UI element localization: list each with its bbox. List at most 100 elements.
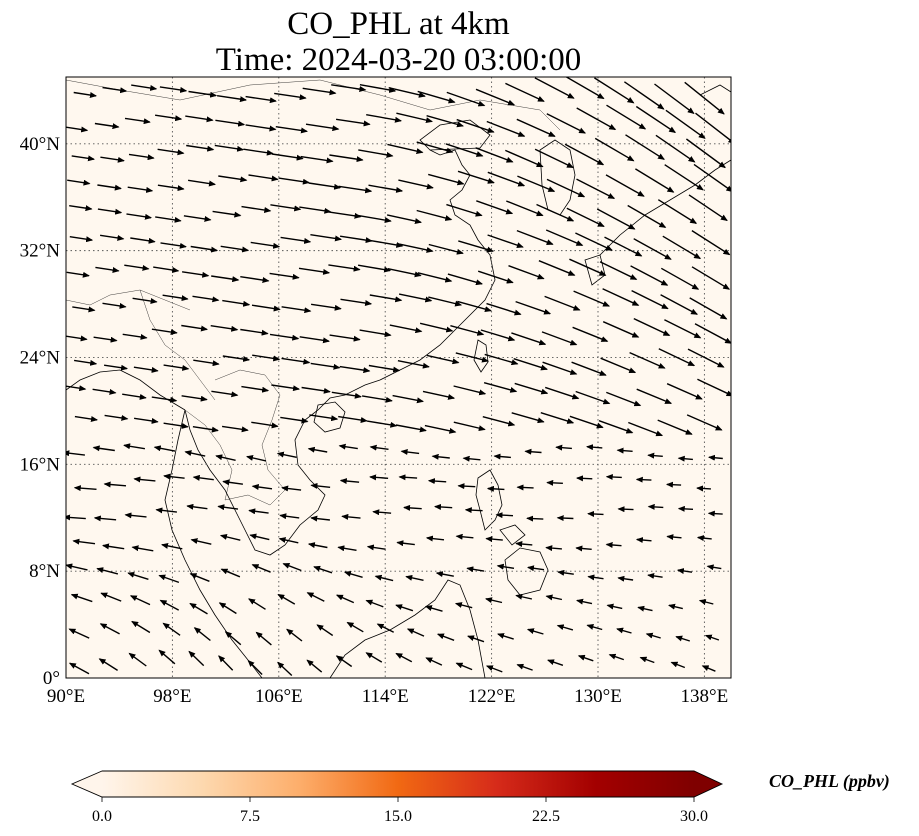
wind-vector	[453, 385, 487, 396]
wind-vector	[569, 258, 607, 276]
wind-vector	[129, 595, 151, 606]
wind-vector	[187, 179, 216, 187]
wind-vector	[122, 333, 148, 340]
wind-vector	[395, 424, 427, 433]
wind-vector	[153, 445, 176, 452]
wind-vector	[647, 572, 663, 579]
taiwan-island	[473, 339, 489, 373]
wind-vector	[694, 323, 731, 344]
wind-vector	[159, 599, 180, 611]
wind-vector	[276, 451, 297, 458]
wind-vector	[416, 209, 453, 221]
wind-vector	[73, 359, 98, 366]
wind-vector	[376, 623, 395, 633]
wind-vector	[124, 117, 151, 125]
wind-vector	[210, 325, 239, 332]
wind-vector	[71, 155, 95, 162]
wind-vector	[658, 348, 696, 367]
wind-vector	[677, 505, 694, 512]
wind-vector	[374, 574, 394, 582]
wind-vector	[220, 568, 241, 578]
map-frame	[65, 76, 732, 679]
wind-vector	[587, 574, 604, 581]
wind-vector	[154, 114, 183, 122]
wind-vector	[688, 194, 728, 221]
latitude-tick-label: 8°N	[29, 561, 60, 582]
wind-vector	[281, 357, 311, 365]
wind-vector	[594, 137, 635, 162]
wind-vector	[92, 388, 117, 395]
wind-vector	[605, 473, 622, 480]
longitude-tick-label: 138°E	[681, 686, 729, 707]
wind-vector	[600, 357, 637, 374]
wind-vector	[181, 395, 208, 402]
wind-vector	[657, 419, 693, 435]
wind-vector	[450, 325, 485, 336]
wind-vector	[664, 164, 704, 191]
wind-vector	[66, 126, 89, 133]
wind-vector	[387, 268, 422, 278]
wind-vector	[388, 87, 426, 98]
wind-vector	[70, 593, 93, 603]
wind-vector	[676, 568, 693, 574]
colorbar-tick-label: 22.5	[532, 808, 560, 825]
wind-vector	[252, 354, 281, 362]
wind-vector	[395, 604, 414, 612]
wind-vector	[328, 264, 361, 272]
longitude-tick-label: 106°E	[255, 686, 303, 707]
wind-vector	[708, 454, 723, 461]
wind-vector	[424, 424, 457, 434]
wind-vector	[132, 297, 158, 304]
wind-vector	[251, 421, 279, 429]
wind-vector	[647, 452, 663, 459]
wind-vector	[565, 77, 605, 100]
wind-vector	[192, 426, 219, 433]
wind-vector	[657, 199, 698, 224]
wind-vector	[456, 118, 495, 134]
wind-vector	[340, 298, 373, 306]
philippines-visayas	[499, 524, 526, 546]
wind-vector	[193, 627, 211, 642]
wind-vector	[416, 141, 454, 154]
wind-vector	[435, 571, 454, 578]
wind-vector	[104, 414, 129, 421]
wind-vector	[240, 276, 270, 283]
wind-vector	[123, 443, 146, 450]
wind-vector	[307, 446, 328, 453]
wind-vector	[599, 261, 638, 281]
wind-vector	[457, 170, 495, 184]
wind-vector	[157, 148, 185, 156]
wind-vector	[487, 171, 526, 187]
latitude-tick-label: 24°N	[20, 347, 61, 368]
wind-vector	[357, 214, 392, 224]
colorbar-tick-label: 0.0	[92, 808, 112, 825]
wind-vector	[68, 628, 90, 639]
wind-vector	[271, 384, 300, 392]
wind-vector	[155, 507, 177, 514]
wind-vector	[245, 95, 277, 104]
wind-vector	[464, 507, 483, 514]
wind-vector	[102, 543, 125, 550]
wind-vector	[511, 412, 545, 424]
wind-vector	[495, 512, 514, 519]
longitude-tick-label: 130°E	[574, 686, 622, 707]
wind-vector	[514, 382, 549, 395]
wind-vector	[689, 297, 728, 320]
wind-vector	[248, 508, 269, 515]
wind-vector	[338, 415, 368, 423]
wind-vector	[687, 348, 725, 368]
wind-vector	[69, 205, 93, 212]
wind-vector	[526, 628, 544, 635]
wind-vector	[126, 213, 152, 220]
wind-vector	[665, 481, 682, 488]
wind-vector	[162, 294, 189, 302]
wind-vector	[214, 144, 245, 152]
wind-vector	[251, 564, 271, 573]
wind-vector	[645, 632, 661, 639]
wind-vector	[485, 597, 503, 604]
latitude-tick-label: 40°N	[20, 134, 61, 155]
wind-vector	[93, 336, 118, 343]
border-himalaya	[66, 289, 191, 311]
wind-vector	[696, 535, 712, 542]
wind-vector	[624, 81, 665, 110]
